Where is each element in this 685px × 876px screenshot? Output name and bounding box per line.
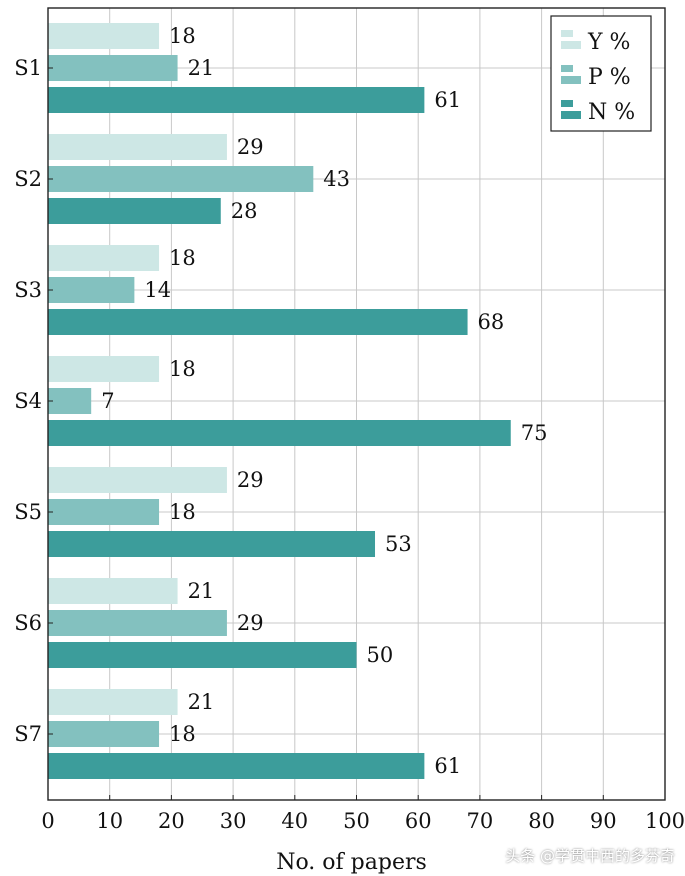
bar-n [48, 642, 357, 668]
axes [47, 7, 666, 801]
x-axis-label: No. of papers [276, 850, 427, 875]
y-category-label: S2 [14, 167, 42, 191]
bar-value-label: 18 [169, 722, 196, 746]
bar-value-label: 18 [169, 246, 196, 270]
y-category-label: S1 [14, 56, 42, 80]
legend-swatch [561, 76, 581, 84]
y-category-label: S7 [14, 722, 42, 746]
legend-swatch [561, 100, 573, 107]
bar-p [48, 610, 227, 636]
bar-value-label: 29 [237, 468, 264, 492]
x-tick-label: 0 [41, 809, 54, 833]
bar-y [48, 134, 227, 160]
bar-y [48, 245, 160, 271]
y-category-label: S5 [14, 500, 42, 524]
bar-value-label: 18 [169, 24, 196, 48]
x-tick-label: 10 [96, 809, 123, 833]
bar-value-label: 53 [385, 532, 412, 556]
legend-label: N % [588, 100, 635, 125]
value-labels: 18 29 18 18 29 21 21 21 43 14 7 18 29 18 61 28 68 75 53 50 6… [101, 24, 547, 778]
x-tick-label: 90 [590, 809, 617, 833]
bar-value-label: 28 [231, 199, 258, 223]
x-tick-labels: 0 10 20 30 40 50 60 70 80 90 100 [41, 809, 685, 833]
bar-value-label: 61 [434, 754, 461, 778]
bars [48, 23, 511, 779]
bar-value-label: 18 [169, 500, 196, 524]
bar-value-label: 43 [323, 167, 350, 191]
x-tick-label: 80 [528, 809, 555, 833]
bar-value-label: 18 [169, 357, 196, 381]
bar-value-label: 21 [188, 56, 215, 80]
bar-y [48, 578, 178, 604]
y-category-label: S3 [14, 278, 42, 302]
legend-label: P % [588, 65, 631, 90]
bar-n [48, 309, 468, 335]
legend-swatch [561, 41, 581, 49]
legend-swatch [561, 30, 573, 37]
bar-n [48, 198, 221, 224]
bar-value-label: 61 [434, 88, 461, 112]
bar-y [48, 467, 227, 493]
legend-swatch [561, 111, 581, 119]
bar-p [48, 499, 160, 525]
bar-n [48, 87, 425, 113]
x-tick-label: 30 [220, 809, 247, 833]
y-category-labels: S1 S2 S3 S4 S5 S6 S7 [14, 56, 42, 746]
bar-n [48, 753, 425, 779]
bar-n [48, 531, 376, 557]
x-tick-label: 60 [405, 809, 432, 833]
bar-p [48, 721, 160, 747]
x-tick-label: 50 [343, 809, 370, 833]
x-tick-label: 20 [158, 809, 185, 833]
bar-y [48, 689, 178, 715]
watermark: 头条 @学贯中西的多芬奇 [505, 847, 675, 865]
bar-value-label: 50 [367, 643, 394, 667]
bar-p [48, 166, 314, 192]
bar-n [48, 420, 511, 446]
x-tick-label: 70 [467, 809, 494, 833]
x-tick-label: 100 [645, 809, 685, 833]
bar-p [48, 388, 92, 414]
bar-y [48, 23, 160, 49]
axis-frame [47, 7, 666, 801]
bar-value-label: 75 [521, 421, 548, 445]
bar-y [48, 356, 160, 382]
bar-p [48, 55, 178, 81]
bar-value-label: 21 [188, 690, 215, 714]
bar-value-label: 7 [101, 389, 114, 413]
x-tick-label: 40 [281, 809, 308, 833]
bar-value-label: 29 [237, 611, 264, 635]
bar-value-label: 14 [144, 278, 171, 302]
y-category-label: S6 [14, 611, 42, 635]
bar-value-label: 21 [188, 579, 215, 603]
legend-swatch [561, 65, 573, 72]
bar-p [48, 277, 135, 303]
bar-value-label: 29 [237, 135, 264, 159]
legend: Y % P % N % [550, 15, 652, 132]
y-category-label: S4 [14, 389, 42, 413]
bar-value-label: 68 [478, 310, 505, 334]
legend-label: Y % [587, 30, 630, 55]
